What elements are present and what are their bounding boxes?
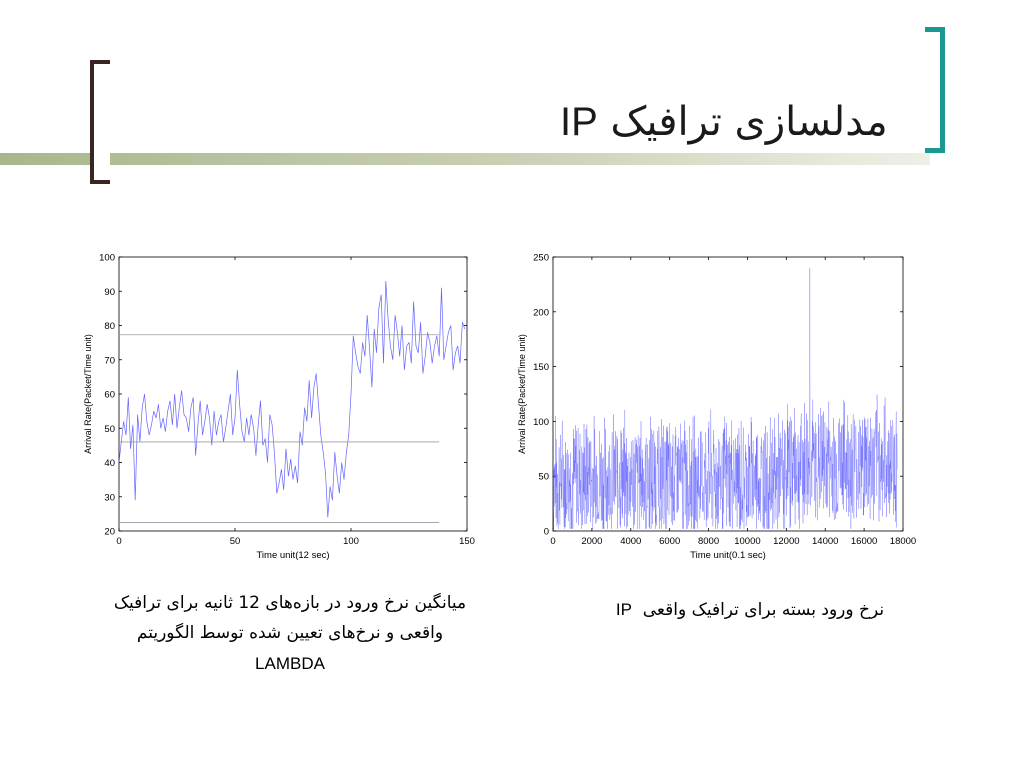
left-caption-line-3: LAMBDA — [255, 654, 325, 673]
x-tick-label: 18000 — [890, 536, 916, 547]
x-axis-label: Time unit(0.1 sec) — [690, 550, 766, 561]
y-tick-label: 50 — [538, 472, 549, 483]
y-tick-label: 150 — [533, 362, 549, 373]
title-latin: IP — [560, 100, 598, 144]
left-chart-caption: میانگین نرخ ورود در بازه‌های 12 ثانیه بر… — [100, 588, 480, 648]
x-tick-label: 0 — [550, 536, 555, 547]
plot-frame — [552, 256, 904, 532]
y-tick-label: 60 — [104, 390, 115, 401]
y-tick-label: 80 — [104, 321, 115, 332]
y-tick-label: 250 — [533, 253, 549, 264]
x-tick-label: 6000 — [659, 536, 680, 547]
y-tick-label: 20 — [104, 527, 115, 538]
x-tick-label: 100 — [343, 536, 359, 547]
slide-title: مدلسازی ترافیک IP — [560, 92, 900, 152]
right-chart-caption: نرخ ورود بسته برای ترافیک واقعی IP — [605, 598, 895, 622]
y-axis-label: Arrival Rate(Packet/Time unit) — [517, 334, 527, 454]
x-tick-label: 8000 — [698, 536, 719, 547]
y-tick-label: 70 — [104, 355, 115, 366]
x-tick-label: 50 — [230, 536, 241, 547]
series-line-packet-arrival-rate — [552, 267, 898, 529]
y-tick-label: 90 — [104, 287, 115, 298]
x-tick-label: 2000 — [581, 536, 602, 547]
x-tick-label: 0 — [116, 536, 121, 547]
x-axis-label: Time unit(12 sec) — [256, 550, 329, 561]
x-tick-label: 4000 — [620, 536, 641, 547]
y-tick-label: 0 — [544, 527, 549, 538]
left-caption-line-1: میانگین نرخ ورود در بازه‌های 12 ثانیه بر… — [113, 593, 467, 613]
y-tick-label: 100 — [99, 253, 115, 264]
title-underline-bar — [0, 153, 930, 165]
y-tick-label: 30 — [104, 492, 115, 503]
left-caption-line-2: واقعی و نرخ‌های تعیین شده توسط الگوریتم — [136, 623, 444, 643]
x-tick-label: 10000 — [734, 536, 760, 547]
x-tick-label: 150 — [459, 536, 475, 547]
right-chart-packet-arrival-rate: 0 2000 4000 6000 8000 10000 12000 14000 16000 180… — [517, 253, 916, 562]
title-persian: مدلسازی ترافیک — [610, 99, 888, 145]
y-tick-label: 100 — [533, 417, 549, 428]
series-line-arrival-rate — [118, 280, 466, 518]
plot-frame — [118, 256, 468, 532]
x-tick-label: 16000 — [851, 536, 877, 547]
right-caption-latin: IP — [615, 600, 632, 619]
left-chart-averaged-arrival-rate: 0 50 100 150 20 30 40 50 60 70 80 90 100 Time unit(12… — [83, 253, 475, 562]
right-bracket-decoration — [925, 27, 945, 153]
y-tick-label: 40 — [104, 458, 115, 469]
x-tick-label: 14000 — [812, 536, 838, 547]
right-caption-persian: نرخ ورود بسته برای ترافیک واقعی — [642, 600, 885, 620]
y-tick-label: 50 — [104, 424, 115, 435]
left-bracket-decoration — [90, 60, 110, 184]
y-axis-label: Arrival Rate(Packet/Time unit) — [83, 334, 93, 454]
y-tick-label: 200 — [533, 307, 549, 318]
x-tick-label: 12000 — [773, 536, 799, 547]
